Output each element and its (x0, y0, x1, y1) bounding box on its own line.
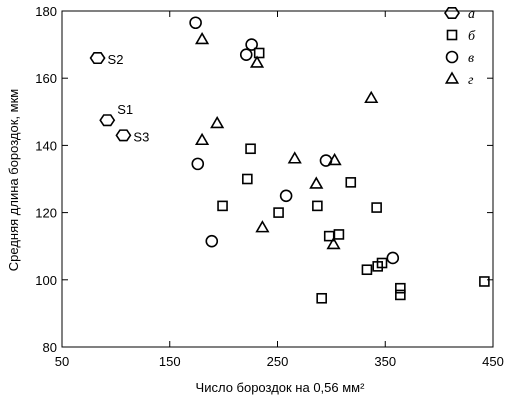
y-axis-title: Средняя длина бороздок, мкм (6, 89, 21, 271)
data-point-square (312, 200, 323, 212)
x-tick-label: 50 (55, 354, 69, 369)
data-point-circle (245, 38, 258, 51)
legend-marker-triangle (444, 71, 460, 84)
data-point-square (316, 292, 327, 304)
data-point-circle (205, 234, 219, 248)
series-1 (89, 52, 132, 142)
x-tick-label: 450 (482, 354, 504, 369)
axes (61, 10, 494, 348)
data-point-square (479, 276, 490, 287)
x-axis-title: Число бороздок на 0,56 мм² (196, 380, 366, 395)
data-point-circle (191, 157, 205, 171)
y-tick-label: 180 (35, 4, 57, 19)
data-point-triangle (309, 176, 324, 189)
data-point-triangle (194, 132, 210, 146)
series-3 (189, 16, 400, 265)
data-point-circle (239, 48, 253, 61)
data-point-triangle (327, 152, 342, 166)
x-tick-label: 150 (159, 354, 181, 369)
legend-label: г (468, 73, 474, 88)
data-point-hexagon (99, 114, 116, 127)
data-point-square (395, 289, 406, 301)
y-tick-label: 160 (35, 71, 57, 86)
axis-ticks: 50 150 250 350 450 80 100 120 140 160 180 (35, 4, 504, 369)
x-tick-label: 250 (267, 354, 289, 369)
data-point-square (242, 173, 253, 185)
legend-label: в (468, 51, 474, 66)
legend-item: г (444, 71, 474, 88)
legend-marker-square (446, 29, 458, 41)
data-point-triangle (194, 31, 210, 45)
data-point-square (253, 47, 265, 59)
data-point-square (361, 264, 373, 276)
data-point-square (372, 261, 384, 272)
data-point-triangle (255, 220, 270, 233)
data-point-square (245, 143, 256, 155)
data-point-triangle (326, 236, 341, 250)
data-point-hexagon (89, 52, 106, 65)
legend-item: а (444, 7, 475, 22)
data-point-hexagon (115, 129, 132, 142)
point-label: S1 (117, 102, 133, 117)
data-point-triangle (364, 90, 379, 104)
data-point-square (273, 207, 284, 218)
y-tick-label: 80 (43, 340, 57, 355)
legend-marker-circle (445, 50, 459, 64)
legend-marker-hexagon (444, 7, 460, 20)
data-point-circle (189, 16, 202, 30)
legend-label: а (468, 7, 475, 22)
data-point-circle (279, 189, 293, 203)
data-point-square (217, 200, 228, 212)
legend-label: б (468, 29, 476, 44)
data-point-square (371, 202, 382, 213)
series-2 (217, 47, 490, 304)
legend-item: в (445, 50, 474, 66)
point-label: S2 (108, 52, 124, 67)
data-point-circle (386, 251, 400, 265)
data-points (89, 16, 490, 304)
series-4 (194, 31, 379, 250)
data-point-square (333, 229, 345, 240)
point-label: S3 (133, 129, 149, 144)
data-point-square (345, 177, 357, 188)
x-tick-label: 350 (374, 354, 396, 369)
plot-frame (61, 10, 494, 348)
y-tick-label: 140 (35, 138, 57, 153)
legend-item: б (446, 29, 476, 44)
data-point-triangle (287, 151, 302, 164)
data-point-triangle (210, 115, 225, 129)
y-tick-label: 120 (35, 206, 57, 221)
y-tick-label: 100 (35, 273, 57, 288)
data-point-triangle (249, 55, 265, 68)
data-point-square (395, 282, 406, 294)
